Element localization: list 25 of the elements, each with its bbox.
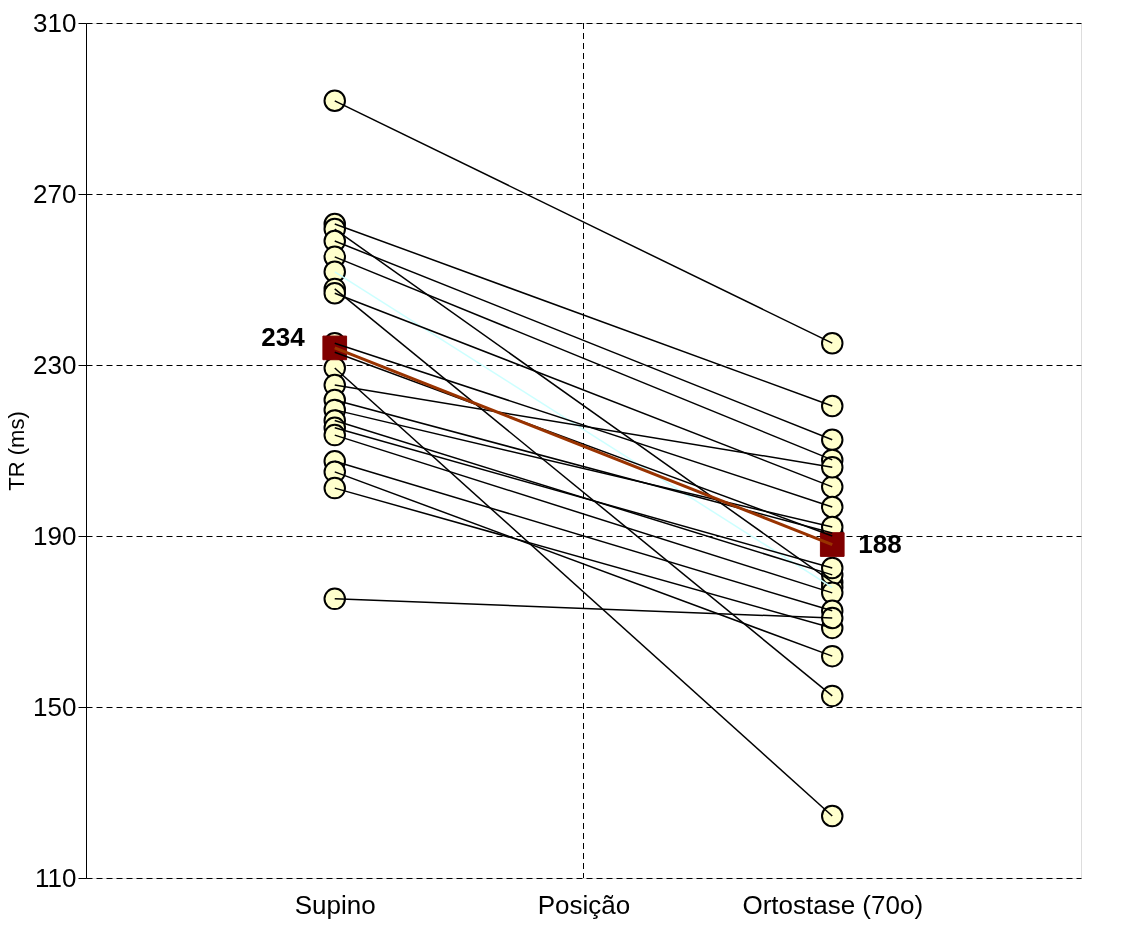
data-label: 234 (261, 321, 306, 352)
point (821, 495, 844, 519)
point (821, 684, 844, 708)
point (323, 476, 346, 500)
y-axis-title: TR (ms) (4, 411, 30, 491)
x-tick-label: Supino (294, 889, 376, 920)
point (323, 89, 346, 113)
point (821, 331, 844, 355)
point (821, 804, 844, 828)
point (821, 644, 844, 668)
point (821, 394, 844, 418)
point (821, 606, 844, 630)
point (821, 428, 844, 452)
x-axis-title: Posição (537, 889, 631, 920)
y-tick-label: 110 (35, 862, 77, 893)
point (323, 423, 346, 447)
y-tick-label: 310 (33, 7, 77, 38)
point (323, 587, 346, 611)
data-label: 188 (858, 528, 902, 559)
y-tick-label: 150 (33, 691, 77, 722)
y-tick-label: 270 (33, 178, 77, 209)
x-tick-label: Ortostase (70o) (742, 889, 924, 920)
y-tick-label: 190 (33, 520, 77, 551)
point (821, 455, 844, 479)
y-tick-label: 230 (33, 349, 77, 380)
